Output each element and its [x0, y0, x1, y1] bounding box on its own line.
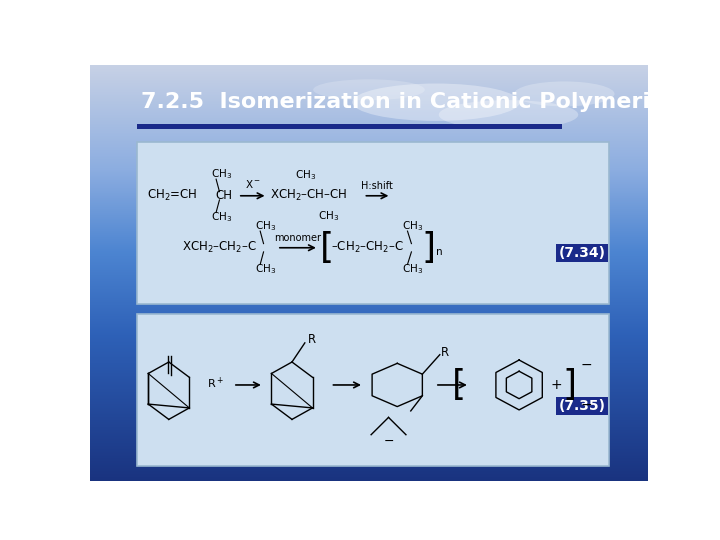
Ellipse shape — [313, 79, 425, 100]
Text: R$^+$: R$^+$ — [207, 375, 224, 391]
Text: CH$_2$=CH: CH$_2$=CH — [147, 188, 197, 204]
Text: R: R — [307, 333, 315, 346]
Bar — [138, 124, 562, 129]
Text: n: n — [436, 247, 443, 257]
Text: +: + — [550, 378, 562, 392]
Text: −: − — [580, 358, 592, 372]
Text: ]: ] — [421, 231, 436, 265]
Text: R: R — [441, 346, 449, 359]
Text: monomer: monomer — [274, 233, 321, 243]
Text: XCH$_2$–CH–CH: XCH$_2$–CH–CH — [270, 188, 347, 204]
Text: −: − — [383, 435, 394, 448]
Text: −: − — [580, 398, 592, 412]
Ellipse shape — [438, 100, 578, 129]
Text: 7.2.5  Isomerization in Cationic Polymerization: 7.2.5 Isomerization in Cationic Polymeri… — [141, 92, 720, 112]
Bar — [557, 245, 608, 262]
FancyBboxPatch shape — [138, 141, 609, 304]
Text: CH$_3$: CH$_3$ — [295, 168, 317, 182]
Text: CH$_3$: CH$_3$ — [210, 211, 232, 224]
Bar — [557, 397, 608, 415]
Text: CH$_3$: CH$_3$ — [318, 210, 339, 224]
Text: CH$_3$: CH$_3$ — [255, 219, 276, 233]
Text: (7.34): (7.34) — [559, 246, 606, 260]
Text: ]: ] — [562, 368, 577, 402]
Text: XCH$_2$–CH$_2$–C: XCH$_2$–CH$_2$–C — [182, 240, 257, 255]
Text: CH$_3$: CH$_3$ — [402, 262, 423, 276]
Text: CH$_3$: CH$_3$ — [255, 262, 276, 276]
Text: CH: CH — [215, 190, 232, 202]
Ellipse shape — [352, 84, 520, 121]
Text: [: [ — [451, 368, 466, 402]
Text: X$^-$: X$^-$ — [245, 178, 261, 190]
Text: H:shift: H:shift — [361, 181, 393, 191]
Text: (7.35): (7.35) — [559, 399, 606, 413]
Ellipse shape — [514, 82, 615, 106]
FancyBboxPatch shape — [138, 314, 609, 466]
Text: CH$_3$: CH$_3$ — [402, 219, 423, 233]
Text: [: [ — [320, 231, 334, 265]
Text: CH$_3$: CH$_3$ — [210, 167, 232, 181]
Text: –CH$_2$–CH$_2$–C: –CH$_2$–CH$_2$–C — [331, 240, 404, 255]
